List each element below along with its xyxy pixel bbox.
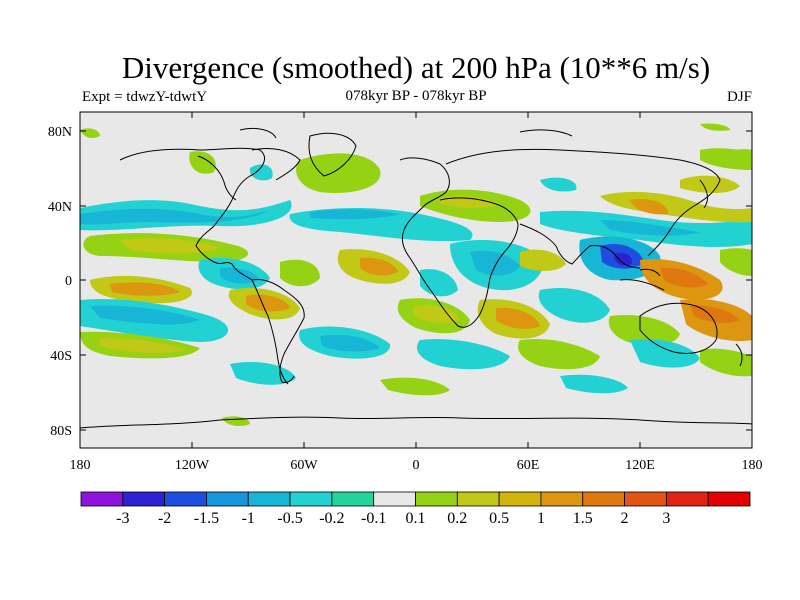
colorbar-box-11 (540, 491, 584, 507)
colorbar-box-6 (331, 491, 375, 507)
colorbar-box-14 (665, 491, 709, 507)
lat-label-80s: 80S (50, 424, 72, 439)
lat-label-40n: 40N (48, 200, 72, 215)
colorbar-box-3 (206, 491, 249, 507)
lat-label-40s: 40S (50, 349, 72, 364)
colorbar-label-9: 0.5 (489, 510, 509, 527)
colorbar-label-7: 0.1 (406, 510, 426, 527)
colorbar-label-2: -1.5 (194, 510, 219, 527)
colorbar-labels: -3 -2 -1.5 -1 -0.5 -0.2 -0.1 0.1 0.2 0.5 1 1.5 2 3 (116, 510, 670, 527)
colorbar-box-13 (624, 491, 667, 507)
period-label: 078kyr BP - 078kyr BP (345, 88, 487, 104)
axis-ticks (80, 112, 752, 448)
season-label: DJF (726, 89, 752, 105)
colorbar-box-1 (122, 491, 166, 507)
lat-label-0: 0 (65, 274, 72, 289)
colorbar-label-13: 3 (662, 510, 670, 527)
lon-label-0: 0 (413, 458, 420, 473)
divergence-field (80, 123, 752, 426)
colorbar-label-12: 2 (621, 510, 629, 527)
colorbar-box-5 (289, 491, 333, 507)
colorbar-box-8 (415, 491, 458, 507)
colorbar-label-3: -1 (242, 510, 255, 527)
coastlines (80, 127, 752, 429)
lon-label-180e: 180 (742, 458, 763, 473)
colorbar-box-7 (373, 491, 416, 507)
colorbar-label-10: 1 (537, 510, 545, 527)
colorbar-box-9 (456, 491, 500, 507)
lon-label-120w: 120W (175, 458, 210, 473)
colorbar-box-15 (707, 491, 751, 507)
lat-label-80n: 80N (48, 125, 72, 140)
chart-title: Divergence (smoothed) at 200 hPa (10**6 … (121, 50, 711, 85)
lon-label-120e: 120E (625, 458, 655, 473)
colorbar-box-10 (498, 491, 542, 507)
lon-label-180w: 180 (70, 458, 91, 473)
colorbar-label-0: -3 (116, 510, 129, 527)
experiment-label: Expt = tdwzY-tdwtY (82, 89, 208, 105)
colorbar-box-4 (247, 491, 291, 507)
lon-label-60e: 60E (517, 458, 540, 473)
colorbar-label-5: -0.2 (319, 510, 344, 527)
colorbar-box-0 (80, 491, 124, 507)
colorbar-label-11: 1.5 (573, 510, 593, 527)
colorbar-label-1: -2 (158, 510, 171, 527)
colorbar-label-8: 0.2 (447, 510, 467, 527)
colorbar-box-2 (164, 491, 207, 507)
colorbar (80, 491, 751, 507)
lon-label-60w: 60W (290, 458, 318, 473)
colorbar-box-12 (582, 491, 625, 507)
colorbar-label-6: -0.1 (361, 510, 386, 527)
colorbar-label-4: -0.5 (277, 510, 302, 527)
